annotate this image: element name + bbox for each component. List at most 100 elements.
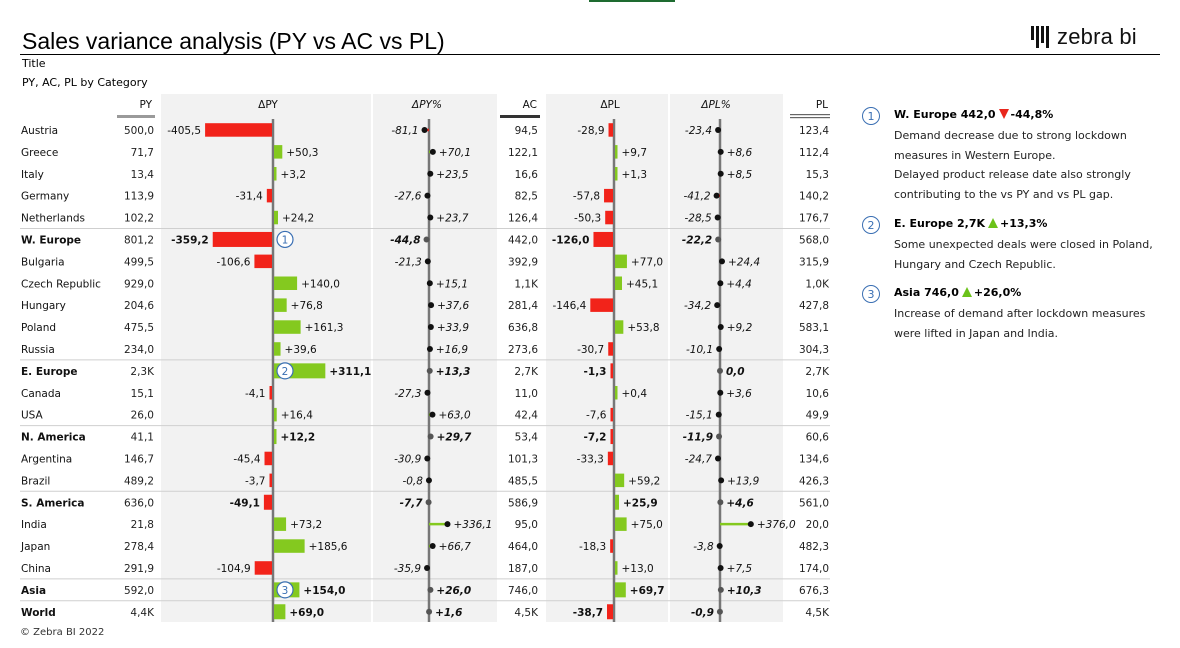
- dpyp-dot: [424, 389, 431, 396]
- dpl-label: -1,3: [584, 366, 607, 378]
- dpl-label: -38,7: [573, 607, 603, 619]
- pl-value: 304,3: [799, 344, 829, 356]
- dplp-dot: [715, 126, 722, 133]
- dpyp-dot: [423, 236, 430, 243]
- dpy-bar: [212, 231, 272, 247]
- pl-value: 2,7K: [805, 366, 830, 378]
- pl-value: 123,4: [799, 125, 829, 137]
- dpy-label: +154,0: [303, 585, 345, 597]
- dpl-label: +25,9: [623, 497, 658, 509]
- comment-marker-number: 1: [282, 234, 289, 246]
- dpyp-dot: [427, 324, 434, 331]
- dpyp-label: +336,1: [453, 519, 492, 531]
- dpy-label: -104,9: [217, 563, 251, 575]
- dpy-bar: [274, 539, 305, 553]
- comment-region: E. Europe 2,7K: [894, 217, 986, 230]
- dpyp-dot: [426, 367, 433, 374]
- py-value: 26,0: [131, 410, 154, 422]
- dpyp-dot: [426, 280, 433, 287]
- dpy-label: -359,2: [171, 234, 209, 246]
- dpyp-label: +23,7: [436, 213, 468, 225]
- py-value: 4,4K: [130, 607, 155, 619]
- dpy-label: +50,3: [286, 147, 318, 159]
- dplp-dot: [717, 367, 723, 374]
- ac-value: 485,5: [508, 475, 538, 487]
- pl-value: 427,8: [799, 300, 829, 312]
- dplp-dot: [717, 324, 724, 331]
- py-value: 499,5: [124, 256, 154, 268]
- pl-value: 426,3: [799, 475, 829, 487]
- dplp-dot: [717, 280, 724, 287]
- dpy-label: +16,4: [281, 410, 313, 422]
- comment-line: contributing to the vs PY and vs PL gap.: [894, 188, 1114, 202]
- py-value: 500,0: [124, 125, 154, 137]
- zebra-logo-icon: [1031, 26, 1049, 48]
- row-label: Poland: [21, 322, 56, 334]
- comment-line: Some unexpected deals were closed in Pol…: [894, 238, 1153, 251]
- dplp-label: -3,8: [693, 541, 714, 553]
- comment-1: 1 W. Europe 442,0 -44,8% Demand decrease …: [862, 107, 1162, 205]
- subtitle-title: Title: [22, 57, 46, 70]
- dpyp-label: -35,9: [394, 563, 421, 575]
- dpy-label: -31,4: [236, 191, 263, 203]
- dpl-bar: [615, 582, 626, 598]
- comment-marker-number: 3: [282, 585, 289, 597]
- row-label: Italy: [21, 169, 44, 181]
- ac-value: 281,4: [508, 300, 538, 312]
- dpy-bar: [274, 210, 278, 225]
- dpl-label: +45,1: [626, 278, 658, 290]
- down-triangle-icon: [998, 109, 1009, 119]
- pl-value: 482,3: [799, 541, 829, 553]
- dplp-dot: [717, 148, 724, 155]
- row-label: S. America: [21, 497, 84, 509]
- dpl-bar: [608, 342, 613, 356]
- row-label: India: [21, 519, 47, 531]
- dpyp-label: +70,1: [439, 147, 471, 159]
- dpl-label: -30,7: [577, 344, 604, 356]
- py-value: 592,0: [124, 585, 154, 597]
- dpy-label: +69,0: [289, 607, 324, 619]
- ac-value: 4,5K: [514, 607, 539, 619]
- column-header: ΔPL: [600, 99, 620, 111]
- dpy-label: -49,1: [230, 497, 260, 509]
- dpy-bar: [274, 604, 286, 620]
- ac-value: 101,3: [508, 453, 538, 465]
- dpl-label: -33,3: [577, 453, 604, 465]
- pl-value: 1,0K: [805, 278, 830, 290]
- ac-value: 16,6: [515, 169, 539, 181]
- dplp-label: +13,9: [727, 475, 759, 487]
- dplp-dot: [717, 170, 724, 177]
- py-value: 13,4: [131, 169, 155, 181]
- row-label: Netherlands: [21, 213, 85, 225]
- dpy-bar: [274, 517, 287, 531]
- comment-change: +13,3%: [1000, 217, 1048, 230]
- dplp-dot: [716, 345, 723, 352]
- column-header: ΔPL%: [700, 99, 730, 111]
- comment-body: Increase of demand after lockdown measur…: [894, 304, 1162, 343]
- pl-value: 15,3: [806, 169, 829, 181]
- dpl-bar: [615, 320, 624, 334]
- panel-background: [373, 94, 497, 622]
- dpy-bar: [274, 320, 301, 334]
- dplp-dot: [714, 302, 721, 309]
- ac-value: 95,0: [515, 519, 538, 531]
- dpyp-dot: [428, 302, 435, 309]
- dplp-label: +4,6: [726, 497, 753, 509]
- pl-value: 583,1: [799, 322, 829, 334]
- dpy-bar: [274, 276, 298, 290]
- dpy-bar: [269, 473, 272, 488]
- dpl-bar: [608, 123, 613, 137]
- py-value: 475,5: [124, 322, 154, 334]
- dplp-label: -22,2: [682, 234, 712, 246]
- dpyp-label: +16,9: [436, 344, 468, 356]
- dpl-bar: [610, 539, 613, 553]
- dpy-label: -405,5: [167, 125, 201, 137]
- comment-3: 3 Asia 746,0 +26,0% Increase of demand af…: [862, 285, 1162, 343]
- dpy-bar: [274, 145, 283, 159]
- column-header: AC: [523, 99, 537, 111]
- ac-value: 122,1: [508, 147, 538, 159]
- pl-value: 315,9: [799, 256, 829, 268]
- dplp-dot: [713, 192, 720, 199]
- dpl-label: -28,9: [577, 125, 604, 137]
- py-value: 146,7: [124, 453, 154, 465]
